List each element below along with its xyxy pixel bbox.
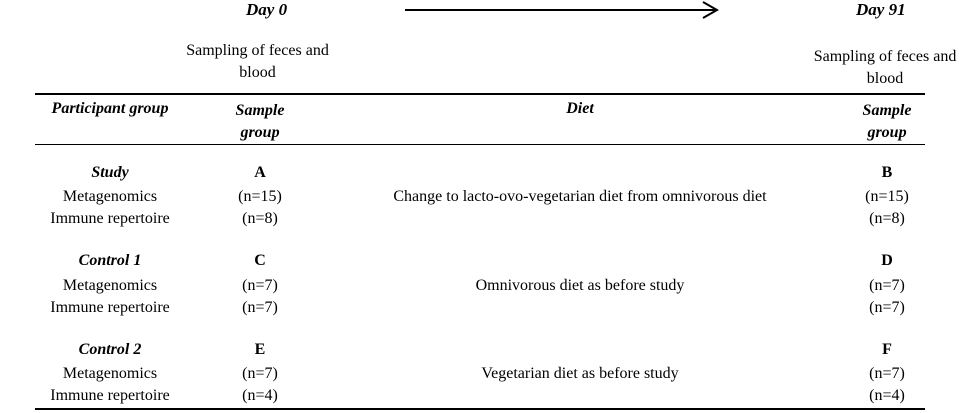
- timeline-arrow: [405, 1, 720, 19]
- study-row-immune-left: (n=8): [242, 210, 278, 227]
- control2-row-metagenomics-right: (n=7): [869, 365, 905, 382]
- sampling-end-text: Sampling of feces and blood: [813, 48, 957, 87]
- sample-group-d: D: [881, 252, 893, 269]
- group-name-study: Study: [91, 164, 129, 181]
- sample-group-c: C: [254, 252, 266, 269]
- table-top-rule: [35, 93, 925, 95]
- control1-row-metagenomics-left: (n=7): [242, 277, 278, 294]
- study-row-immune-label: Immune repertoire: [50, 210, 170, 227]
- study-row-immune-right: (n=8): [869, 210, 905, 227]
- study-row-metagenomics-label: Metagenomics: [62, 188, 158, 205]
- control2-row-immune-right: (n=4): [869, 387, 905, 404]
- control1-row-metagenomics-right: (n=7): [869, 277, 905, 294]
- control2-row-metagenomics-label: Metagenomics: [62, 365, 158, 382]
- control2-row-immune-left: (n=4): [242, 387, 278, 404]
- header-sample-group-left-line1: Sample: [235, 102, 285, 119]
- header-sample-group-left: Sample group: [205, 100, 315, 144]
- day-0-label: Day 0: [246, 0, 288, 19]
- control1-diet: Omnivorous diet as before study: [475, 277, 685, 294]
- table-header-rule: [35, 144, 925, 145]
- header-sample-group-right-line2: group: [867, 124, 907, 141]
- table-bottom-rule: [35, 408, 925, 410]
- header-sample-group-right: Sample group: [832, 100, 942, 144]
- control2-row-immune-label: Immune repertoire: [50, 387, 170, 404]
- sample-group-b: B: [881, 164, 893, 181]
- control1-row-immune-right: (n=7): [869, 299, 905, 316]
- header-participant-group: Participant group: [51, 100, 169, 117]
- study-diet: Change to lacto-ovo-vegetarian diet from…: [393, 188, 767, 205]
- study-row-metagenomics-right: (n=15): [865, 188, 909, 205]
- study-row-metagenomics-left: (n=15): [238, 188, 282, 205]
- sample-group-e: E: [254, 341, 266, 358]
- control1-row-immune-label: Immune repertoire: [50, 299, 170, 316]
- group-name-control-2: Control 2: [78, 341, 142, 358]
- sample-group-a: A: [254, 164, 266, 181]
- group-name-control-1: Control 1: [78, 252, 142, 269]
- header-diet: Diet: [566, 100, 594, 117]
- sampling-start-text: Sampling of feces and blood: [186, 42, 329, 81]
- control2-diet: Vegetarian diet as before study: [481, 365, 679, 382]
- sample-group-f: F: [882, 341, 892, 358]
- header-sample-group-right-line1: Sample: [862, 102, 912, 119]
- control2-row-metagenomics-left: (n=7): [242, 365, 278, 382]
- header-sample-group-left-line2: group: [240, 124, 280, 141]
- control1-row-immune-left: (n=7): [242, 299, 278, 316]
- control1-row-metagenomics-label: Metagenomics: [62, 277, 158, 294]
- day-91-label: Day 91: [856, 0, 906, 19]
